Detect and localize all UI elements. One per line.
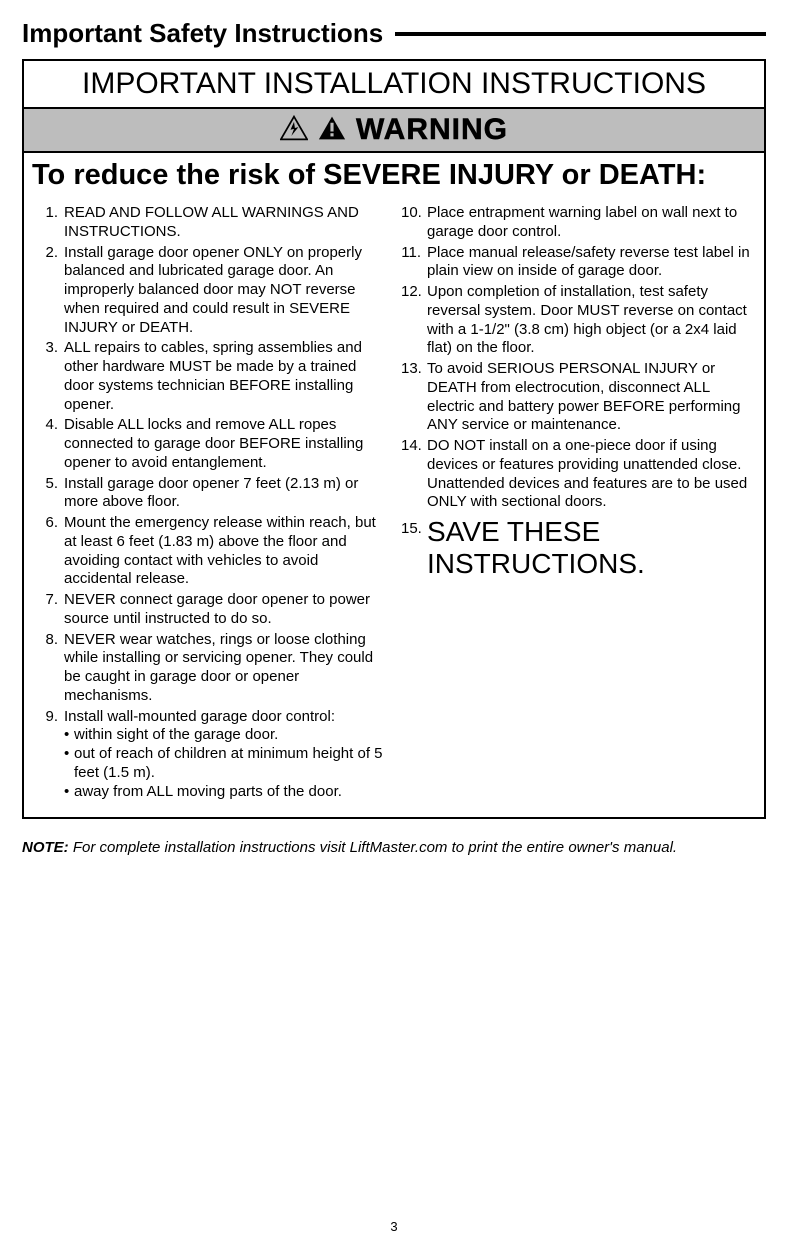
list-item: 9.Install wall-mounted garage door contr… bbox=[38, 708, 387, 802]
bullet-icon: • bbox=[64, 745, 74, 783]
item-number: 9. bbox=[38, 708, 64, 802]
list-item: 12.Upon completion of installation, test… bbox=[401, 283, 750, 358]
item-text: READ AND FOLLOW ALL WARNINGS AND INSTRUC… bbox=[64, 204, 387, 242]
list-item: 8.NEVER wear watches, rings or loose clo… bbox=[38, 631, 387, 706]
item-text: Place entrapment warning label on wall n… bbox=[427, 204, 750, 242]
item-number: 8. bbox=[38, 631, 64, 706]
page-number: 3 bbox=[0, 1219, 788, 1234]
item-number: 5. bbox=[38, 475, 64, 513]
item-text: NEVER wear watches, rings or loose cloth… bbox=[64, 631, 387, 706]
list-item: 5.Install garage door opener 7 feet (2.1… bbox=[38, 475, 387, 513]
item-text: ALL repairs to cables, spring assemblies… bbox=[64, 339, 387, 414]
list-item: 2.Install garage door opener ONLY on pro… bbox=[38, 244, 387, 338]
sub-list-item: • out of reach of children at minimum he… bbox=[64, 745, 387, 783]
item-text: Mount the emergency release within reach… bbox=[64, 514, 387, 589]
bullet-icon: • bbox=[64, 726, 74, 745]
warning-triangle-icon bbox=[318, 115, 346, 146]
list-item-save: 15.SAVE THESE INSTRUCTIONS. bbox=[401, 514, 750, 580]
item-number: 15. bbox=[401, 514, 427, 580]
item-number: 13. bbox=[401, 360, 427, 435]
note-label: NOTE: bbox=[22, 839, 69, 856]
item-text: Install garage door opener ONLY on prope… bbox=[64, 244, 387, 338]
item-text: Install wall-mounted garage door control… bbox=[64, 708, 387, 802]
left-column: 1.READ AND FOLLOW ALL WARNINGS AND INSTR… bbox=[38, 204, 387, 803]
box-title: IMPORTANT INSTALLATION INSTRUCTIONS bbox=[24, 61, 764, 107]
list-item: 14.DO NOT install on a one-piece door if… bbox=[401, 437, 750, 512]
list-item: 6.Mount the emergency release within rea… bbox=[38, 514, 387, 589]
list-item: 7.NEVER connect garage door opener to po… bbox=[38, 591, 387, 629]
left-list: 1.READ AND FOLLOW ALL WARNINGS AND INSTR… bbox=[38, 204, 387, 801]
note-text: For complete installation instructions v… bbox=[69, 839, 677, 856]
instruction-columns: 1.READ AND FOLLOW ALL WARNINGS AND INSTR… bbox=[24, 196, 764, 817]
section-title: Important Safety Instructions bbox=[22, 18, 383, 49]
sub-list-item: • within sight of the garage door. bbox=[64, 726, 387, 745]
item-number: 14. bbox=[401, 437, 427, 512]
list-item: 4.Disable ALL locks and remove ALL ropes… bbox=[38, 416, 387, 472]
item-number: 6. bbox=[38, 514, 64, 589]
list-item: 10.Place entrapment warning label on wal… bbox=[401, 204, 750, 242]
shock-hazard-icon bbox=[280, 115, 308, 146]
item-number: 4. bbox=[38, 416, 64, 472]
item-text: Upon completion of installation, test sa… bbox=[427, 283, 750, 358]
sub-item-text: within sight of the garage door. bbox=[74, 726, 278, 745]
save-these-instructions: SAVE THESE INSTRUCTIONS. bbox=[427, 516, 750, 580]
instruction-box: IMPORTANT INSTALLATION INSTRUCTIONS WARN… bbox=[22, 59, 766, 819]
item-text: Disable ALL locks and remove ALL ropes c… bbox=[64, 416, 387, 472]
item-number: 1. bbox=[38, 204, 64, 242]
item-text: DO NOT install on a one-piece door if us… bbox=[427, 437, 750, 512]
footer-note: NOTE: For complete installation instruct… bbox=[22, 839, 766, 856]
list-item: 11.Place manual release/safety reverse t… bbox=[401, 244, 750, 282]
item-text: Install garage door opener 7 feet (2.13 … bbox=[64, 475, 387, 513]
sub-item-text: away from ALL moving parts of the door. bbox=[74, 783, 342, 802]
warning-label: WARNING bbox=[356, 113, 508, 147]
item-number: 12. bbox=[401, 283, 427, 358]
item-number: 2. bbox=[38, 244, 64, 338]
item-number: 7. bbox=[38, 591, 64, 629]
section-header: Important Safety Instructions bbox=[22, 18, 766, 49]
item-number: 3. bbox=[38, 339, 64, 414]
sub-list: • within sight of the garage door.• out … bbox=[64, 726, 387, 801]
item-text: Place manual release/safety reverse test… bbox=[427, 244, 750, 282]
item-number: 10. bbox=[401, 204, 427, 242]
item-text: To avoid SERIOUS PERSONAL INJURY or DEAT… bbox=[427, 360, 750, 435]
sub-item-text: out of reach of children at minimum heig… bbox=[74, 745, 387, 783]
sub-list-item: • away from ALL moving parts of the door… bbox=[64, 783, 387, 802]
header-rule bbox=[395, 32, 766, 36]
list-item: 1.READ AND FOLLOW ALL WARNINGS AND INSTR… bbox=[38, 204, 387, 242]
right-list: 10.Place entrapment warning label on wal… bbox=[401, 204, 750, 580]
item-text: NEVER connect garage door opener to powe… bbox=[64, 591, 387, 629]
list-item: 3.ALL repairs to cables, spring assembli… bbox=[38, 339, 387, 414]
list-item: 13.To avoid SERIOUS PERSONAL INJURY or D… bbox=[401, 360, 750, 435]
warning-bar: WARNING bbox=[24, 107, 764, 153]
right-column: 10.Place entrapment warning label on wal… bbox=[401, 204, 750, 803]
reduce-risk-heading: To reduce the risk of SEVERE INJURY or D… bbox=[24, 153, 764, 196]
bullet-icon: • bbox=[64, 783, 74, 802]
item-number: 11. bbox=[401, 244, 427, 282]
